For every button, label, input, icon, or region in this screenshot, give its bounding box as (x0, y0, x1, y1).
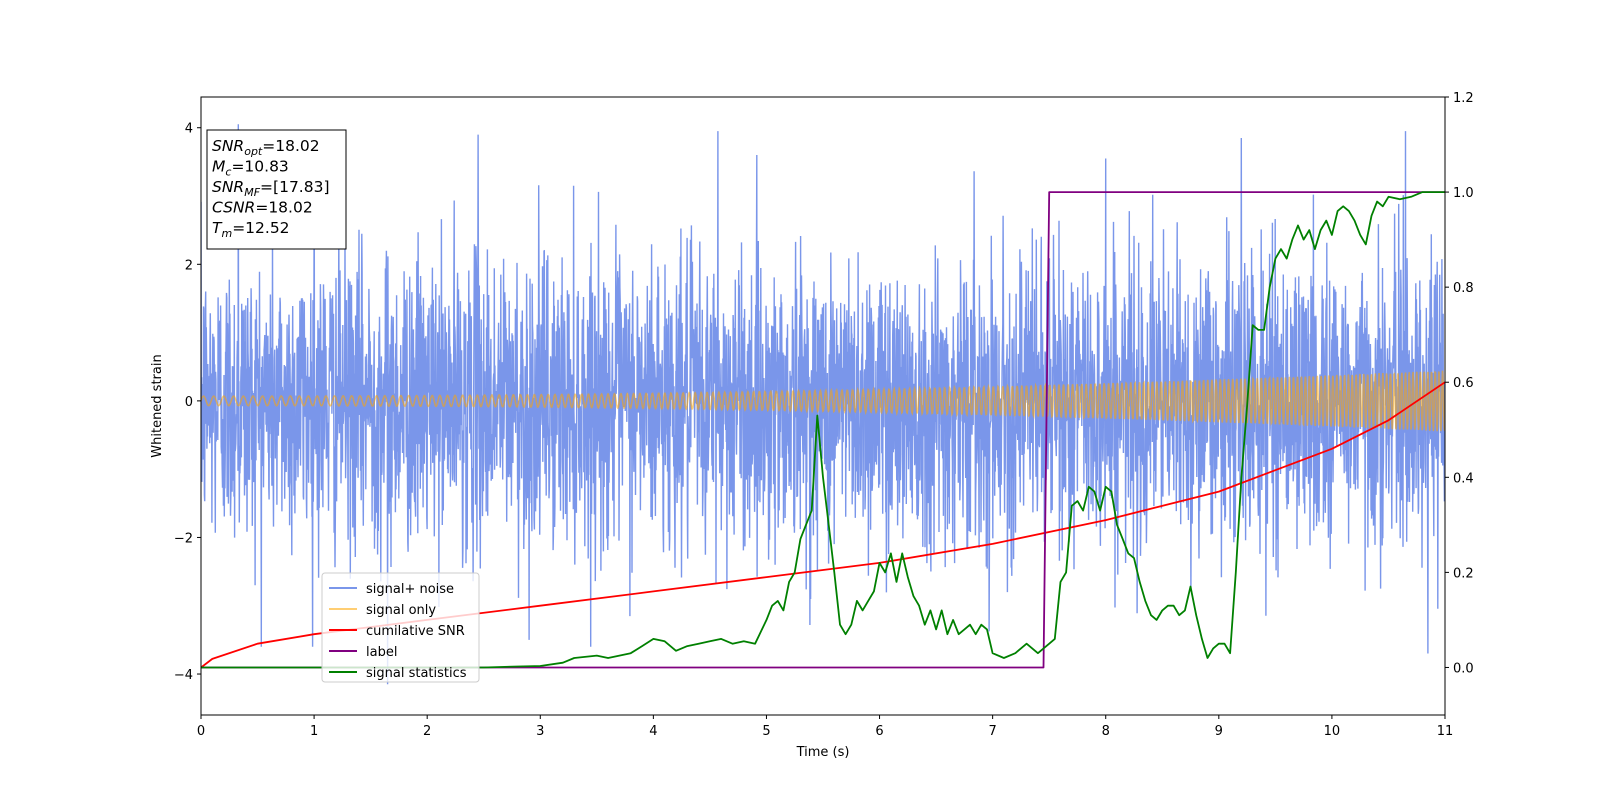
plot-frame (200, 96, 1446, 716)
info-subscript: MF (244, 186, 260, 199)
info-subscript: c (225, 166, 231, 179)
legend-label: signal+ noise (366, 582, 454, 597)
x-tick-label: 6 (875, 724, 883, 739)
legend-label: signal only (366, 603, 436, 618)
info-value: =12.52 (232, 219, 289, 237)
info-value: =18.02 (255, 199, 312, 217)
y2-tick-label: 0.8 (1453, 281, 1474, 296)
x-tick-label: 4 (649, 724, 657, 739)
legend-label: cumilative SNR (366, 624, 465, 639)
series-signal-statistics-line (201, 191, 1445, 669)
legend-label: label (366, 645, 397, 660)
series-label-line (201, 191, 1445, 669)
y-tick-label: 0 (185, 395, 193, 410)
y2-tick-label: 0.4 (1453, 471, 1474, 486)
info-line: SNRopt=18.02 (212, 137, 320, 158)
info-subscript: opt (244, 145, 263, 158)
info-line: CSNR=18.02 (212, 199, 313, 217)
info-name: SNR (212, 178, 244, 196)
info-name: SNR (212, 137, 244, 155)
x-tick-label: 0 (197, 724, 205, 739)
y-tick-label: −4 (174, 668, 193, 683)
x-tick-label: 10 (1324, 724, 1341, 739)
y-tick-label: −2 (174, 531, 193, 546)
series-signal-only-line (201, 370, 1445, 432)
info-box-frame (206, 129, 347, 250)
y2-tick-label: 0.2 (1453, 566, 1474, 581)
x-tick-label: 7 (988, 724, 996, 739)
x-tick-label: 11 (1437, 724, 1454, 739)
y2-tick-label: 1.2 (1453, 91, 1474, 106)
info-line: Mc=10.83 (212, 158, 289, 179)
x-tick-label: 1 (310, 724, 318, 739)
info-name: CSNR (212, 199, 255, 217)
info-line: Tm=12.52 (212, 219, 290, 240)
legend: signal+ noise signal only cumilative SNR la… (321, 572, 480, 683)
info-name: M (212, 158, 225, 176)
y-tick-label: 4 (185, 122, 193, 137)
y2-tick-label: 1.0 (1453, 186, 1474, 201)
y2-tick-label: 0.6 (1453, 376, 1474, 391)
y-axis-label: Whitened strain (150, 354, 165, 457)
legend-label: signal statistics (366, 666, 467, 681)
info-box: SNRopt=18.02Mc=10.83SNRMF=[17.83]CSNR=18… (206, 129, 347, 250)
legend-frame (321, 572, 480, 683)
x-tick-label: 3 (536, 724, 544, 739)
info-value: =10.83 (231, 158, 288, 176)
y2-tick-label: 0.0 (1453, 661, 1474, 676)
x-tick-label: 8 (1102, 724, 1110, 739)
info-name: T (212, 219, 223, 237)
x-tick-label: 5 (762, 724, 770, 739)
x-tick-label: 9 (1215, 724, 1223, 739)
info-value: =[17.83] (260, 178, 329, 196)
x-axis-label: Time (s) (796, 745, 850, 760)
x-tick-label: 2 (423, 724, 431, 739)
y-tick-label: 2 (185, 258, 193, 273)
info-value: =18.02 (262, 137, 319, 155)
series-cumulative-snr-line (201, 381, 1445, 669)
info-subscript: m (221, 227, 232, 240)
info-line: SNRMF=[17.83] (212, 178, 330, 199)
